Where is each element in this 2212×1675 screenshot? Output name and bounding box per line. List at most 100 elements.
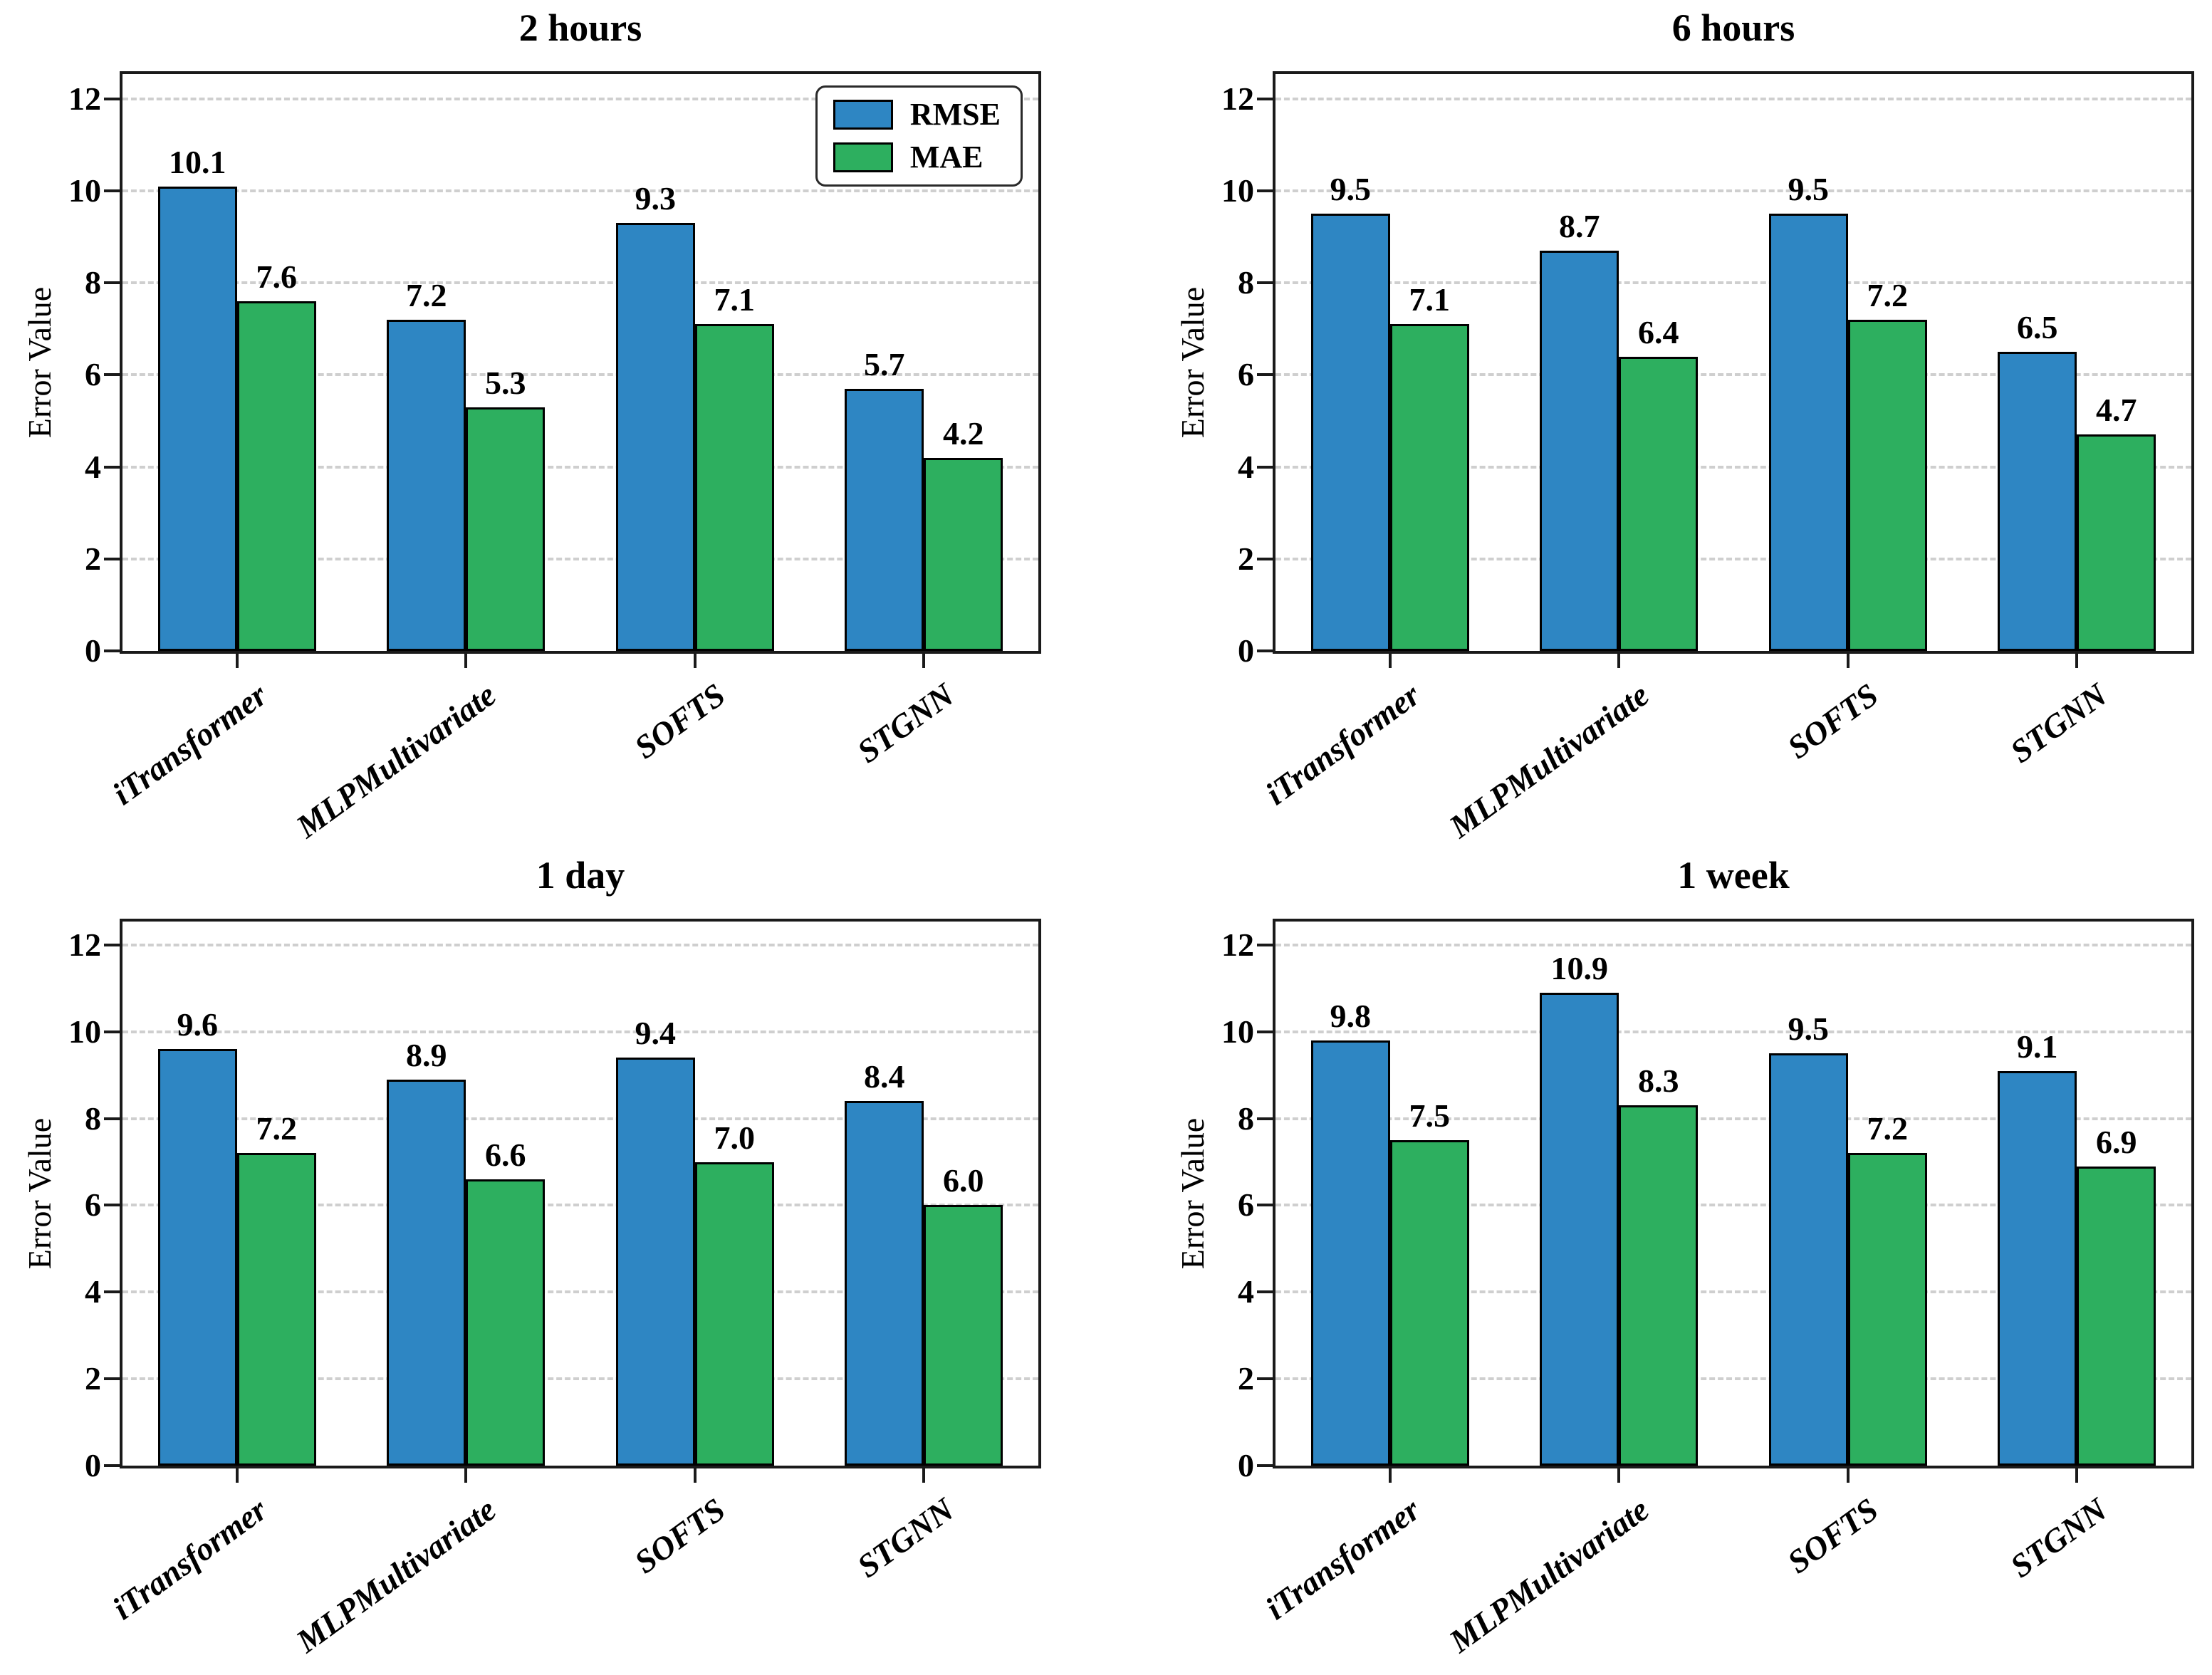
x-tick-mark — [1846, 1468, 1850, 1483]
y-tick-label: 2 — [85, 1360, 101, 1397]
mae-bar-softs — [1847, 1153, 1927, 1466]
x-tick-mark — [235, 654, 239, 668]
chart-title: 2 hours — [518, 6, 642, 49]
x-tick-label: MLPMultivariate — [289, 676, 503, 845]
mae-bar-softs — [1847, 319, 1927, 651]
rmse-value-label: 8.7 — [1559, 208, 1600, 245]
gridline-y10 — [1275, 1030, 2191, 1033]
chart-title: 6 hours — [1671, 6, 1795, 49]
gridline-y12 — [122, 97, 1038, 100]
plot-area: 9.5 7.1 8.7 6.4 9.5 7.2 6.5 4.7 — [1273, 71, 2194, 654]
y-tick-mark — [104, 649, 120, 652]
mae-value-label: 8.3 — [1638, 1063, 1679, 1100]
y-tick-label: 10 — [68, 172, 101, 209]
rmse-bar-mlpmultivariate — [1540, 251, 1619, 651]
mae-value-label: 7.2 — [256, 1110, 298, 1147]
subplot-1-day: 1 day Error Value 9.6 7.2 8.9 6.6 9.4 7.0 8.4 6… — [21, 840, 1041, 1675]
gridline-y4 — [1275, 1290, 2191, 1294]
y-tick-label: 4 — [1238, 1273, 1254, 1310]
rmse-bar-itransformer — [157, 186, 237, 651]
y-tick-label: 6 — [85, 1186, 101, 1223]
legend: RMSE MAE — [815, 85, 1023, 187]
y-tick-label: 12 — [68, 80, 101, 117]
rmse-bar-softs — [615, 1058, 695, 1466]
rmse-value-label: 9.8 — [1330, 997, 1372, 1034]
subplot-2-hours: 2 hours Error Value RMSE MAE 10.1 7.6 7.2 5… — [21, 0, 1041, 860]
x-tick-mark — [464, 1468, 468, 1483]
mae-bar-mlpmultivariate — [1619, 356, 1699, 651]
rmse-value-label: 9.5 — [1788, 1011, 1830, 1048]
y-tick-mark — [1257, 1377, 1273, 1381]
mae-value-label: 4.2 — [943, 414, 984, 452]
x-tick-mark — [1846, 654, 1850, 668]
y-tick-label: 12 — [68, 926, 101, 963]
y-tick-mark — [1257, 557, 1273, 560]
y-tick-mark — [1257, 281, 1273, 285]
y-tick-label: 8 — [85, 264, 101, 301]
y-tick-label: 6 — [85, 356, 101, 393]
y-tick-mark — [104, 557, 120, 560]
rmse-bar-itransformer — [1310, 214, 1390, 651]
y-tick-mark — [1257, 649, 1273, 652]
plot-area: RMSE MAE 10.1 7.6 7.2 5.3 9.3 7.1 5.7 4.2 — [120, 71, 1041, 654]
mae-value-label: 5.3 — [485, 364, 526, 401]
rmse-value-label: 6.5 — [2017, 309, 2058, 346]
y-tick-label: 4 — [85, 448, 101, 485]
y-tick-mark — [104, 1204, 120, 1207]
mae-value-label: 6.9 — [2096, 1123, 2137, 1160]
rmse-value-label: 9.1 — [2017, 1028, 2058, 1065]
rmse-bar-stgnn — [845, 388, 924, 651]
y-tick-label: 8 — [1238, 264, 1254, 301]
chart-title: 1 week — [1677, 854, 1790, 897]
rmse-bar-stgnn — [1998, 352, 2077, 651]
x-tick-mark — [1617, 1468, 1621, 1483]
gridline-y12 — [1275, 97, 2191, 100]
y-tick-label: 6 — [1238, 356, 1254, 393]
x-tick-mark — [1388, 654, 1392, 668]
x-tick-label: MLPMultivariate — [1442, 1491, 1656, 1660]
y-tick-label: 2 — [1238, 540, 1254, 577]
y-tick-mark — [1257, 1464, 1273, 1467]
mae-value-label: 7.2 — [1867, 276, 1909, 313]
x-tick-label: iTransformer — [1258, 1491, 1426, 1627]
mae-bar-softs — [694, 324, 774, 651]
gridline-y6 — [1275, 1204, 2191, 1207]
legend-item-mae: MAE — [833, 140, 1001, 174]
x-tick-label: SOFTS — [627, 676, 731, 766]
rmse-value-label: 9.6 — [177, 1006, 219, 1043]
rmse-bar-mlpmultivariate — [387, 1079, 466, 1466]
y-tick-label: 8 — [85, 1100, 101, 1137]
mae-value-label: 6.0 — [943, 1162, 984, 1199]
rmse-value-label: 9.5 — [1788, 171, 1830, 208]
y-tick-mark — [1257, 1290, 1273, 1294]
rmse-value-label: 9.4 — [635, 1015, 677, 1052]
rmse-bar-itransformer — [157, 1049, 237, 1466]
y-tick-mark — [1257, 1030, 1273, 1033]
x-tick-label: STGNN — [850, 1491, 961, 1585]
rmse-bar-softs — [1768, 214, 1848, 651]
rmse-bar-softs — [1768, 1053, 1848, 1466]
x-tick-label: SOFTS — [627, 1491, 731, 1581]
mae-value-label: 7.5 — [1409, 1097, 1451, 1134]
rmse-bar-mlpmultivariate — [387, 319, 466, 651]
rmse-bar-itransformer — [1310, 1040, 1390, 1466]
y-tick-label: 6 — [1238, 1186, 1254, 1223]
y-tick-mark — [104, 189, 120, 193]
bar-chart-figure: 2 hours Error Value RMSE MAE 10.1 7.6 7.2 5… — [21, 0, 2194, 1659]
y-tick-mark — [1257, 465, 1273, 469]
x-tick-label: MLPMultivariate — [289, 1491, 503, 1660]
subplot-6-hours: 6 hours Error Value 9.5 7.1 8.7 6.4 9.5 7.2 6.… — [1174, 0, 2194, 860]
rmse-value-label: 10.9 — [1550, 949, 1609, 986]
gridline-y10 — [122, 1030, 1038, 1033]
rmse-value-label: 9.3 — [635, 180, 677, 217]
mae-bar-mlpmultivariate — [466, 407, 546, 651]
y-tick-mark — [104, 281, 120, 285]
y-tick-label: 4 — [85, 1273, 101, 1310]
mae-bar-stgnn — [2077, 1166, 2156, 1466]
gridline-y4 — [122, 1290, 1038, 1294]
mae-legend-label: MAE — [909, 140, 984, 174]
x-tick-mark — [1388, 1468, 1392, 1483]
rmse-value-label: 10.1 — [169, 143, 226, 180]
y-tick-mark — [1257, 1204, 1273, 1207]
y-tick-mark — [104, 1377, 120, 1381]
